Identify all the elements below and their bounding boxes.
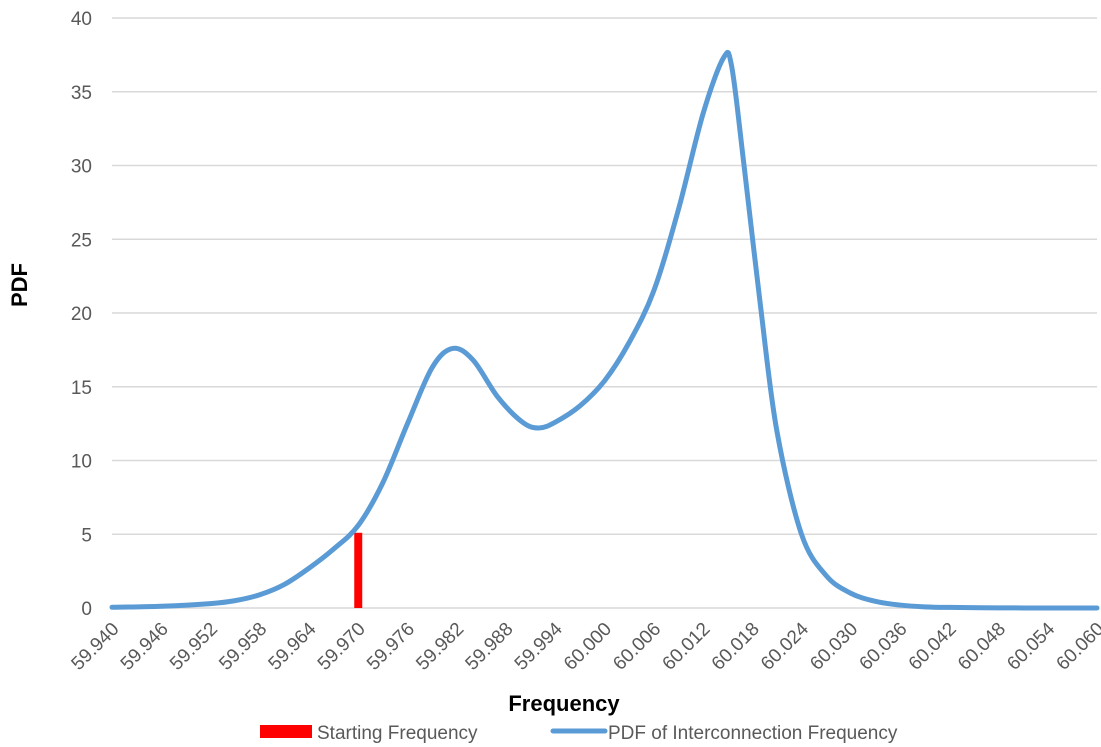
y-tick-label: 30 (71, 157, 92, 178)
x-tick-label: 59.952 (166, 619, 222, 675)
y-tick-label: 20 (71, 304, 92, 325)
x-tick-label: 60.060 (1053, 619, 1101, 675)
gridlines (112, 17, 1097, 609)
y-tick-labels: 0 5 10 15 20 25 30 35 40 (71, 9, 92, 620)
pdf-lines (109, 49, 1100, 611)
y-tick-label: 5 (81, 525, 92, 546)
pdf-line (109, 49, 1100, 611)
x-tick-label: 60.024 (757, 618, 813, 674)
starting-frequency-bars (354, 532, 363, 608)
x-tick-label: 59.982 (412, 619, 468, 675)
x-tick-label: 60.000 (560, 619, 616, 675)
legend-label-pdf: PDF of Interconnection Frequency (608, 723, 898, 744)
x-tick-labels: 59.94059.94659.95259.95859.96459.97059.9… (68, 618, 1101, 674)
x-tick-label: 60.036 (856, 619, 912, 675)
y-axis-title: PDF (7, 263, 32, 307)
y-tick-label: 40 (71, 9, 92, 30)
x-tick-label: 59.988 (462, 619, 518, 675)
x-tick-label: 60.018 (708, 619, 764, 675)
x-tick-label: 59.958 (215, 619, 271, 675)
x-tick-label: 59.964 (265, 618, 321, 674)
x-tick-label: 60.012 (659, 619, 715, 675)
starting-frequency-bar (354, 532, 363, 608)
x-tick-label: 59.976 (363, 619, 419, 675)
y-tick-label: 0 (81, 599, 92, 620)
x-tick-label: 60.030 (806, 619, 862, 675)
y-tick-label: 10 (71, 452, 92, 473)
x-tick-label: 59.994 (511, 618, 567, 674)
x-tick-label: 60.042 (905, 619, 961, 675)
x-tick-label: 59.970 (314, 619, 370, 675)
x-tick-label: 60.048 (954, 619, 1010, 675)
x-tick-label: 59.946 (117, 619, 173, 675)
x-axis-title: Frequency (508, 691, 620, 716)
legend-swatch-starting-frequency (260, 725, 312, 738)
y-tick-label: 25 (71, 230, 92, 251)
x-tick-label: 60.054 (1003, 618, 1059, 674)
legend: Starting Frequency PDF of Interconnectio… (260, 723, 898, 744)
x-tick-label: 60.006 (609, 619, 665, 675)
y-tick-label: 35 (71, 83, 92, 104)
y-tick-label: 15 (71, 378, 92, 399)
x-tick-label: 59.940 (68, 619, 124, 675)
legend-label-starting-frequency: Starting Frequency (317, 723, 478, 744)
